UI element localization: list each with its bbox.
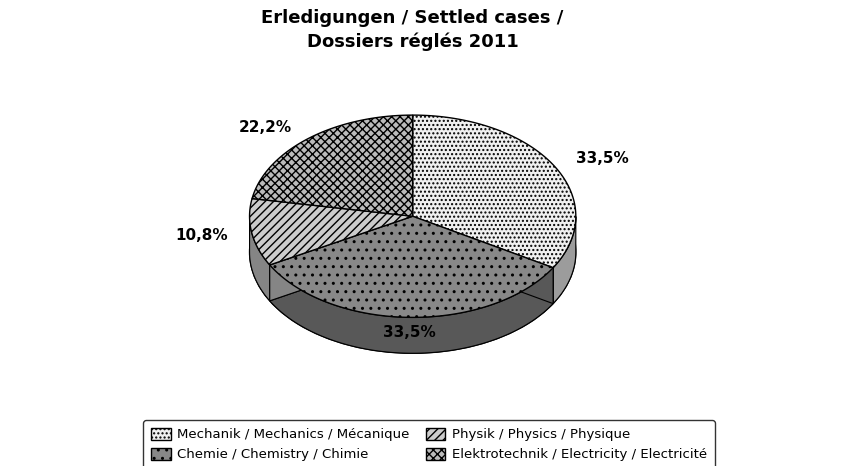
Polygon shape bbox=[413, 216, 553, 304]
Text: 10,8%: 10,8% bbox=[175, 228, 227, 243]
Polygon shape bbox=[269, 216, 413, 301]
Polygon shape bbox=[553, 217, 576, 304]
Polygon shape bbox=[269, 265, 553, 353]
Polygon shape bbox=[250, 199, 413, 265]
Legend: Mechanik / Mechanics / Mécanique, Chemie / Chemistry / Chimie, Physik / Physics : Mechanik / Mechanics / Mécanique, Chemie… bbox=[143, 420, 715, 466]
Text: 22,2%: 22,2% bbox=[239, 120, 293, 135]
Polygon shape bbox=[413, 216, 553, 304]
Text: 33,5%: 33,5% bbox=[576, 151, 628, 166]
Text: Erledigungen / Settled cases /
Dossiers réglés 2011: Erledigungen / Settled cases / Dossiers … bbox=[262, 9, 564, 51]
Polygon shape bbox=[413, 115, 576, 268]
Polygon shape bbox=[269, 216, 553, 317]
Polygon shape bbox=[250, 216, 269, 301]
Text: 33,5%: 33,5% bbox=[384, 325, 436, 340]
Ellipse shape bbox=[250, 151, 576, 353]
Polygon shape bbox=[252, 115, 413, 216]
Polygon shape bbox=[269, 216, 413, 301]
